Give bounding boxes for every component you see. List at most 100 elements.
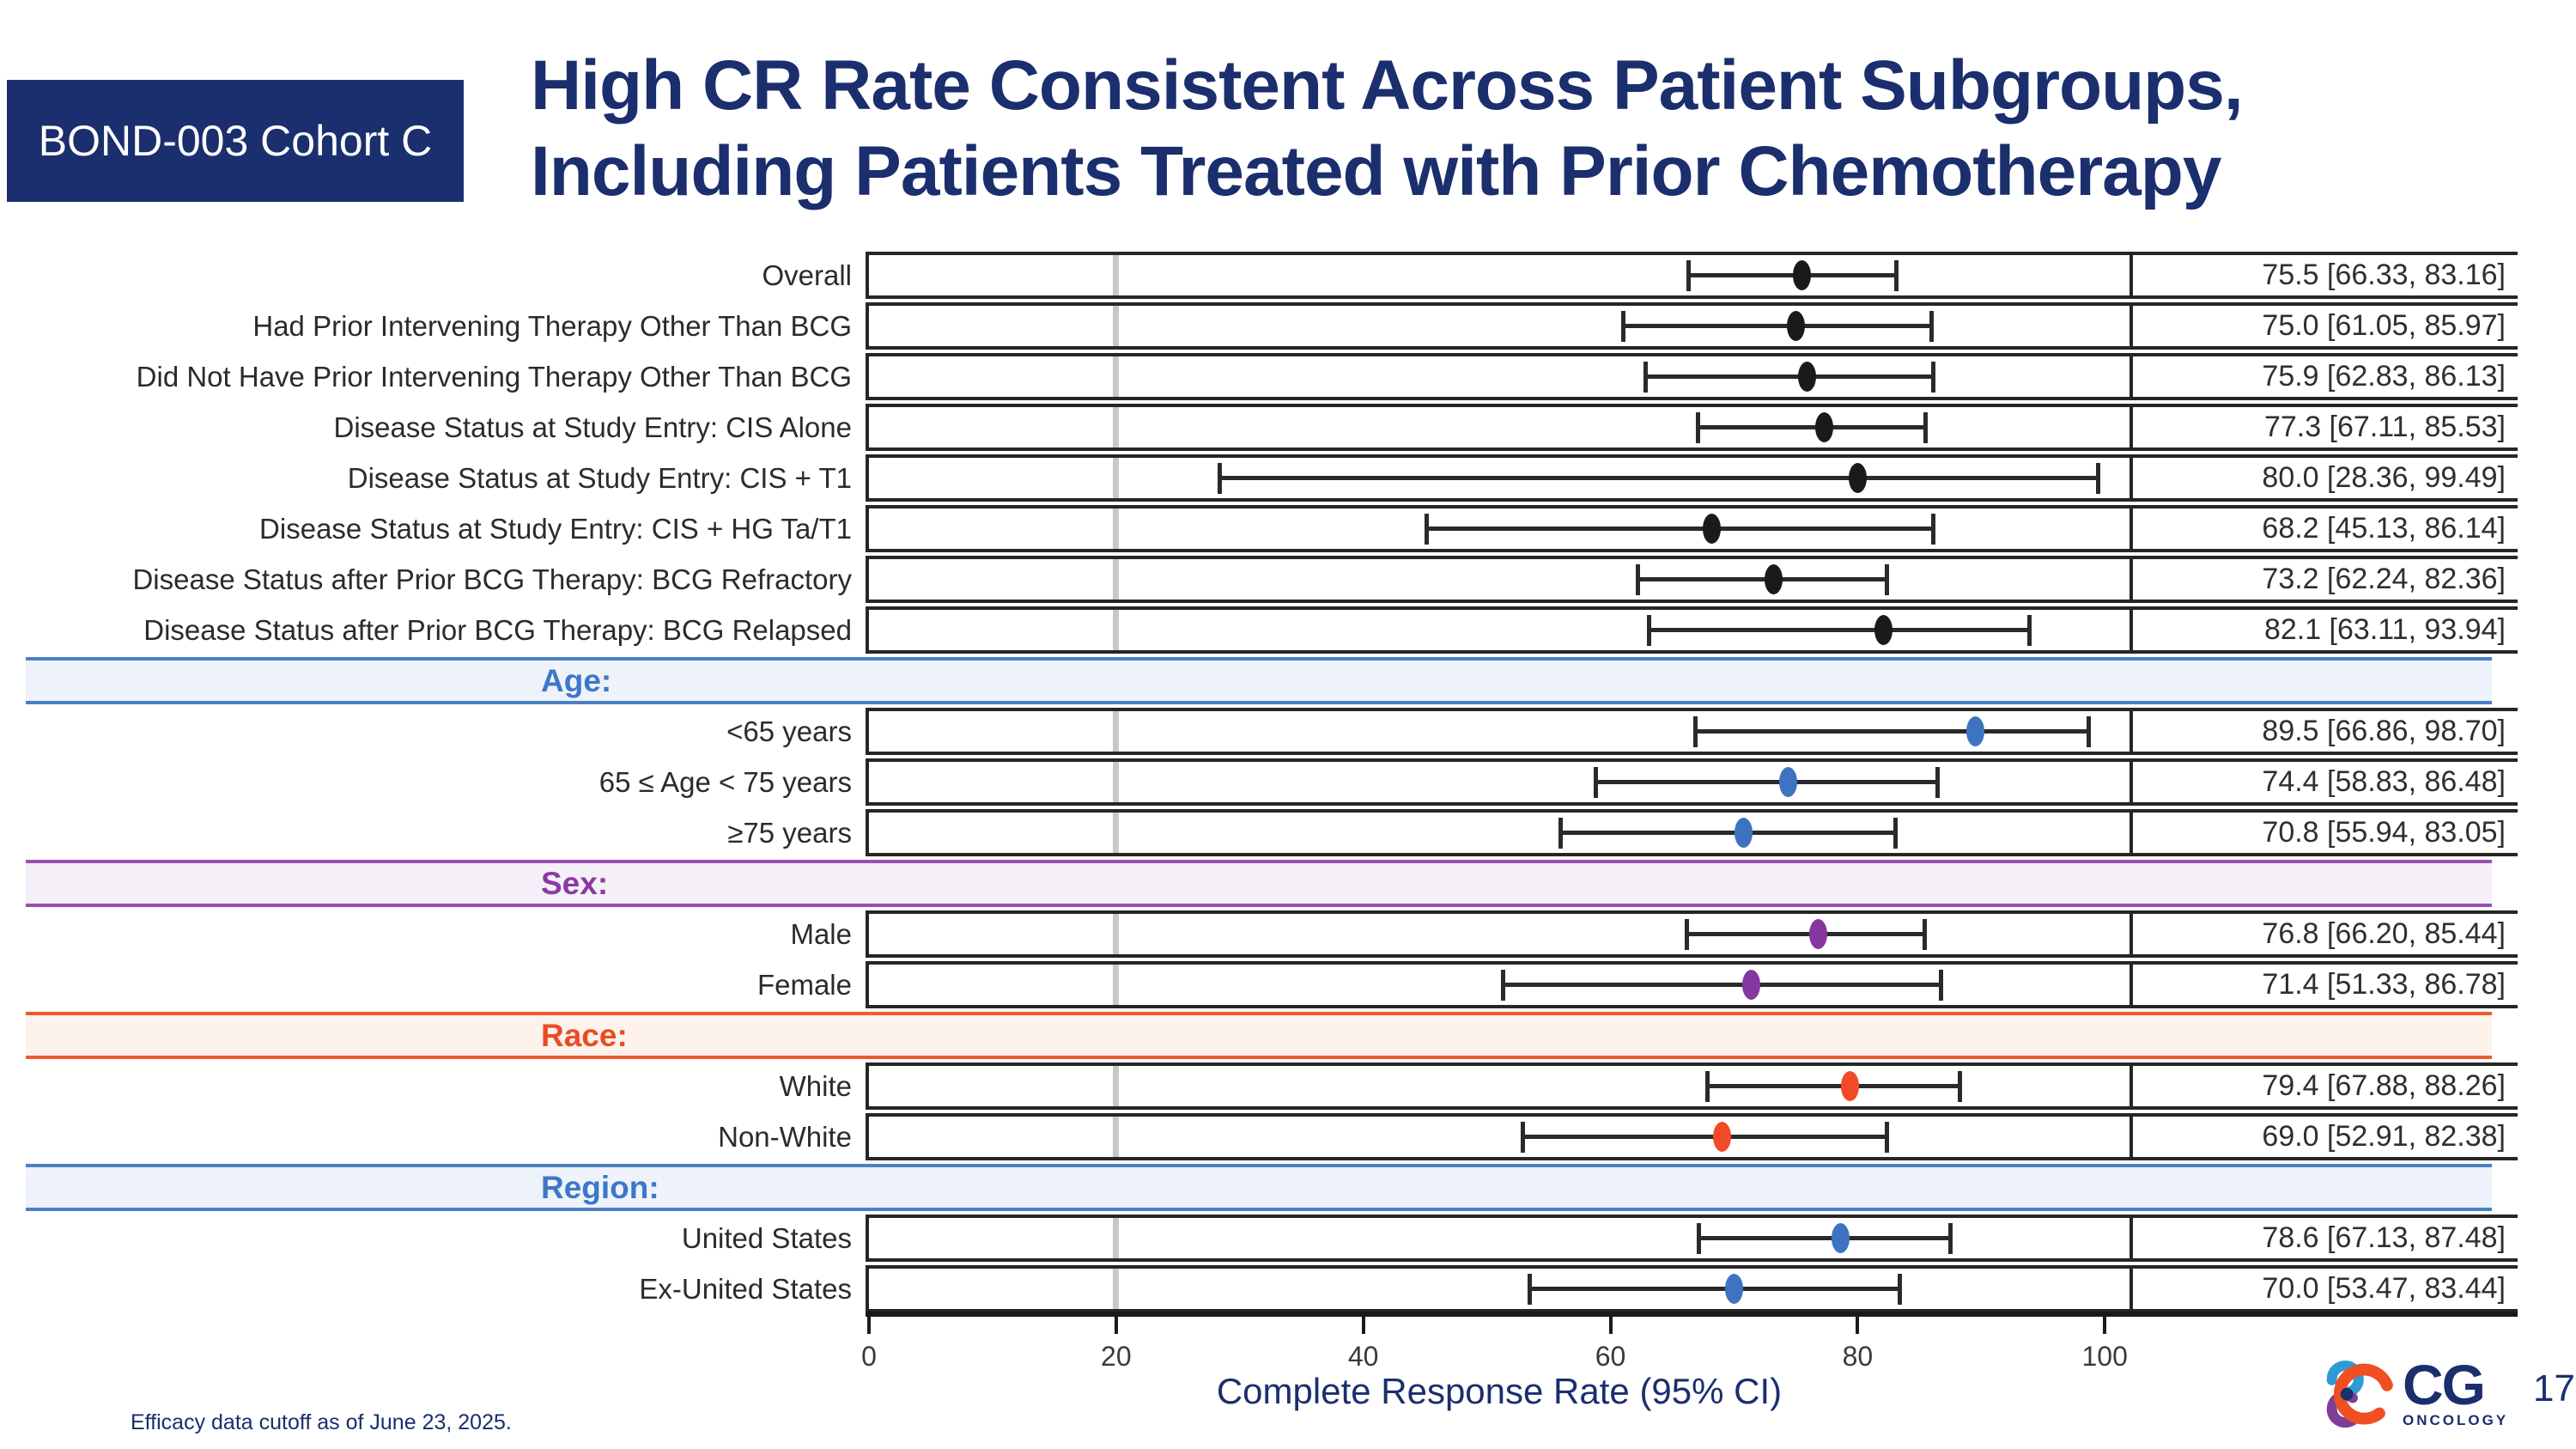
- ci-cap: [1696, 411, 1701, 443]
- ci-bar: [1623, 324, 1932, 328]
- ci-bar: [1695, 729, 2089, 734]
- row-label: Non-White: [718, 1120, 852, 1153]
- forest-row: Ex-United States 70.0 [53.47, 83.44]: [0, 1265, 2518, 1312]
- reference-line: [1113, 1066, 1120, 1106]
- ci-point-marker: [1786, 311, 1805, 341]
- reference-line: [1113, 711, 1120, 752]
- ci-cap: [1898, 1273, 1903, 1305]
- subgroup-section-label: Race:: [541, 1017, 628, 1053]
- ci-cap: [2027, 614, 2032, 646]
- ci-plot-cell: [866, 404, 2129, 451]
- x-axis-tick-label: 40: [1347, 1341, 1379, 1372]
- row-label: Male: [790, 917, 852, 950]
- ci-plot-cell: [866, 1215, 2129, 1262]
- ci-cap: [1646, 614, 1651, 646]
- ci-value: 79.4 [67.88, 88.26]: [2129, 1062, 2518, 1110]
- ci-cap: [1884, 563, 1889, 595]
- ci-value: 68.2 [45.13, 86.14]: [2129, 505, 2518, 552]
- subgroup-section-band: Sex:: [26, 860, 2492, 907]
- ci-cap: [1885, 1121, 1890, 1153]
- slide-title: High CR Rate Consistent Across Patient S…: [531, 43, 2244, 215]
- ci-bar: [1426, 527, 1934, 531]
- ci-bar: [1698, 1236, 1951, 1240]
- ci-cap: [1893, 817, 1898, 849]
- ci-cap: [1685, 918, 1690, 950]
- ci-value: 75.0 [61.05, 85.97]: [2129, 302, 2518, 350]
- x-axis-tick-label: 80: [1842, 1341, 1874, 1372]
- ci-value: 78.6 [67.13, 87.48]: [2129, 1215, 2518, 1262]
- ci-point-marker: [1712, 1122, 1731, 1152]
- slide-title-line1: High CR Rate Consistent Across Patient S…: [531, 46, 2244, 125]
- reference-line: [1113, 255, 1120, 295]
- subgroup-section-band: Race:: [26, 1012, 2492, 1059]
- ci-cap: [1935, 766, 1941, 798]
- ci-cap: [1939, 969, 1944, 1001]
- x-axis-tick: [1856, 1317, 1860, 1334]
- ci-plot-cell: [866, 708, 2129, 755]
- x-axis-title: Complete Response Rate (95% CI): [1216, 1371, 1783, 1411]
- cg-oncology-logo-icon: [2326, 1360, 2395, 1428]
- slide-title-line2: Including Patients Treated with Prior Ch…: [531, 132, 2221, 211]
- ci-value: 77.3 [67.11, 85.53]: [2129, 404, 2518, 451]
- ci-cap: [1594, 766, 1599, 798]
- reference-line: [1113, 458, 1120, 498]
- reference-line: [1113, 306, 1120, 346]
- ci-bar: [1637, 577, 1887, 581]
- ci-cap: [1929, 310, 1934, 342]
- subgroup-section-label: Age:: [541, 662, 612, 698]
- ci-cap: [1501, 969, 1506, 1001]
- ci-plot-cell: [866, 353, 2129, 400]
- ci-point-marker: [1797, 362, 1816, 392]
- ci-plot-cell: [866, 302, 2129, 350]
- cohort-badge: BOND-003 Cohort C: [7, 80, 464, 202]
- cg-oncology-logo: CG ONCOLOGY: [2318, 1355, 2508, 1434]
- ci-plot-cell: [866, 961, 2129, 1008]
- row-label: United States: [681, 1221, 852, 1254]
- row-label: Disease Status at Study Entry: CIS + T1: [347, 461, 852, 494]
- ci-point-marker: [1703, 514, 1722, 544]
- ci-cap: [1957, 1070, 1962, 1102]
- row-label: Had Prior Intervening Therapy Other Than…: [252, 309, 852, 342]
- ci-cap: [1425, 513, 1430, 545]
- forest-row: Disease Status at Study Entry: CIS + HG …: [0, 505, 2518, 552]
- x-axis-tick-label: 60: [1595, 1341, 1626, 1372]
- x-axis-tick: [867, 1317, 871, 1334]
- ci-point-marker: [1831, 1223, 1850, 1253]
- ci-cap: [1692, 715, 1698, 747]
- forest-row: Disease Status at Study Entry: CIS + T1 8…: [0, 454, 2518, 502]
- ci-cap: [1520, 1121, 1525, 1153]
- ci-bar: [1219, 476, 2099, 480]
- ci-bar: [1649, 628, 2030, 632]
- x-axis-line: [866, 1312, 2518, 1317]
- ci-bar: [1529, 1287, 1900, 1291]
- ci-cap: [1621, 310, 1626, 342]
- ci-plot-cell: [866, 252, 2129, 299]
- ci-value: 71.4 [51.33, 86.78]: [2129, 961, 2518, 1008]
- reference-line: [1113, 965, 1120, 1005]
- ci-value: 75.5 [66.33, 83.16]: [2129, 252, 2518, 299]
- forest-row: Non-White 69.0 [52.91, 82.38]: [0, 1113, 2518, 1160]
- ci-cap: [1686, 259, 1692, 291]
- ci-value: 74.4 [58.83, 86.48]: [2129, 758, 2518, 806]
- ci-cap: [1528, 1273, 1533, 1305]
- row-label: Female: [756, 968, 852, 1001]
- ci-value: 70.8 [55.94, 83.05]: [2129, 809, 2518, 856]
- ci-cap: [1217, 462, 1222, 494]
- ci-point-marker: [1793, 260, 1812, 290]
- ci-cap: [1705, 1070, 1710, 1102]
- row-label: 65 ≤ Age < 75 years: [598, 765, 852, 798]
- ci-cap: [2096, 462, 2101, 494]
- ci-value: 73.2 [62.24, 82.36]: [2129, 556, 2518, 603]
- x-axis-tick-label: 0: [861, 1341, 877, 1372]
- subgroup-section-band: Age:: [26, 657, 2492, 704]
- ci-plot-cell: [866, 454, 2129, 502]
- reference-line: [1113, 559, 1120, 600]
- x-axis-tick-label: 100: [2081, 1341, 2128, 1372]
- row-label: Overall: [762, 259, 852, 291]
- forest-plot-table: Overall 75.5 [66.33, 83.16] Had Prior Inte…: [0, 252, 2518, 1316]
- forest-row: Overall 75.5 [66.33, 83.16]: [0, 252, 2518, 299]
- ci-bar: [1707, 1084, 1960, 1088]
- ci-value: 89.5 [66.86, 98.70]: [2129, 708, 2518, 755]
- x-axis-tick-label: 20: [1101, 1341, 1132, 1372]
- forest-row: United States 78.6 [67.13, 87.48]: [0, 1215, 2518, 1262]
